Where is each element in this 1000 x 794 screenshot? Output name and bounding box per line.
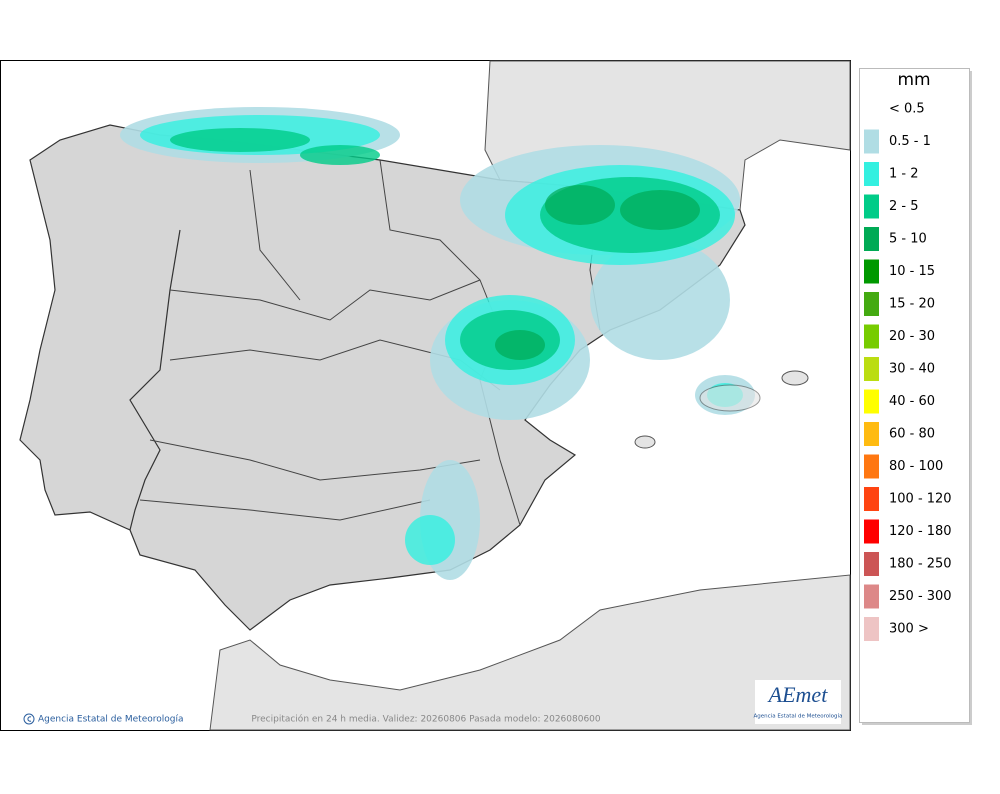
legend-label: 30 - 40: [889, 362, 935, 377]
legend-swatch: [864, 129, 879, 154]
legend-label: 1 - 2: [889, 167, 919, 182]
legend-label: 15 - 20: [889, 297, 935, 312]
legend-label: 0.5 - 1: [889, 134, 931, 149]
legend-swatch: [864, 389, 879, 414]
legend-label: 120 - 180: [889, 524, 952, 539]
caption: Precipitación en 24 h media. Validez: 20…: [251, 714, 601, 725]
legend-label: 100 - 120: [889, 492, 952, 507]
map: [0, 60, 851, 731]
mallorca: [699, 384, 761, 412]
credit: Agencia Estatal de Meteorología: [38, 715, 184, 725]
legend-swatch: [864, 227, 879, 251]
legend-label: 80 - 100: [889, 459, 943, 474]
legend-title: mm: [897, 70, 930, 90]
logo-subtitle: Agencia Estatal de Meteorología: [754, 713, 843, 720]
legend-swatch: [864, 259, 879, 284]
copyright-icon-c: [27, 716, 32, 722]
legend-swatch: [864, 487, 879, 511]
ibiza: [634, 435, 656, 449]
legend-label: 20 - 30: [889, 329, 935, 344]
logo-name: AEmet: [767, 682, 829, 707]
legend-swatch: [864, 194, 879, 219]
regions: [139, 159, 601, 526]
legend-label: 5 - 10: [889, 232, 927, 247]
legend-label: 250 - 300: [889, 589, 952, 604]
legend-label: 10 - 15: [889, 264, 935, 279]
legend-swatch: [864, 324, 879, 349]
logo-box: [755, 680, 841, 724]
legend-items: < 0.5 0.5 - 1 1 - 2 2 - 5 5 - 10 10 - 15 15 - …: [864, 102, 952, 641]
legend-swatch: [864, 357, 879, 381]
legend-swatch: [864, 617, 879, 641]
legend-swatch: [864, 584, 879, 609]
legend-swatch: [864, 454, 879, 479]
legend-label: < 0.5: [889, 102, 925, 117]
legend-swatch: [864, 162, 879, 186]
copyright-icon: [23, 713, 35, 725]
legend-label: 180 - 250: [889, 557, 952, 572]
legend-swatch: [864, 422, 879, 446]
legend-label: 300 >: [889, 622, 929, 637]
border-portugal: [129, 229, 181, 531]
legend-swatch: [864, 552, 879, 576]
africa: [209, 574, 851, 731]
precipitation-areas: [120, 107, 755, 580]
legend-swatch: [864, 519, 879, 544]
legend-label: 40 - 60: [889, 394, 935, 409]
legend-swatch: [864, 292, 879, 316]
legend-label: 2 - 5: [889, 199, 919, 214]
legend-label: 60 - 80: [889, 427, 935, 442]
menorca: [781, 370, 809, 386]
